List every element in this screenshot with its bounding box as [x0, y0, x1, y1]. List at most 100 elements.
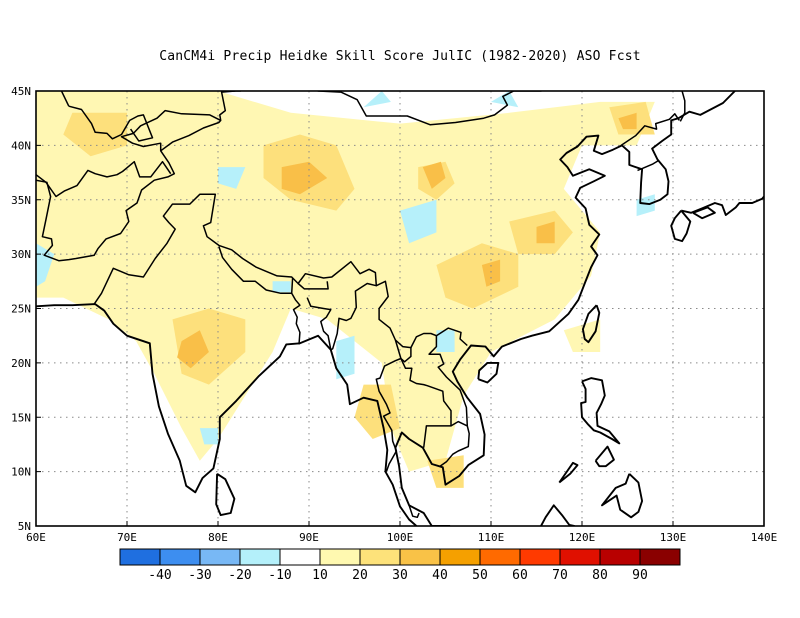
colorbar-label: -30 [188, 568, 211, 583]
map-title: CanCM4i Precip Heidke Skill Score JulIC … [159, 49, 641, 64]
country-border [394, 339, 412, 363]
colorbar-swatch [439, 548, 481, 566]
colorbar-swatch [519, 548, 561, 566]
coastline [477, 361, 500, 384]
colorbar-swatch [159, 548, 201, 566]
grid-lines [36, 91, 764, 526]
skill-region-neg [218, 167, 246, 189]
lon-tick-label: 80E [208, 531, 228, 544]
country-border [68, 105, 154, 142]
lat-tick-label: 35N [11, 194, 31, 207]
colorbar-label: 90 [632, 568, 648, 583]
lon-tick-label: 120E [569, 531, 596, 544]
country-outlines [36, 91, 764, 526]
colorbar-swatch [639, 548, 681, 566]
colorbar-label: 20 [352, 568, 368, 583]
lon-tick-label: 90E [299, 531, 319, 544]
lat-tick-label: 15N [11, 411, 31, 424]
axis-labels: 60E 70E 80E 90E 100E 110E 120E 130E 140E 5N 10N 15N… [11, 85, 777, 544]
skill-region-pos3 [422, 161, 446, 189]
lon-tick-label: 60E [26, 531, 46, 544]
lon-tick-label: 130E [660, 531, 687, 544]
colorbar-swatch [279, 548, 321, 566]
coastline [601, 473, 644, 519]
skill-region-neg [636, 194, 655, 217]
coastline [394, 91, 736, 526]
colorbar-swatch [399, 548, 441, 566]
lon-tick-label: 70E [117, 531, 137, 544]
lat-tick-label: 20N [11, 357, 31, 370]
country-border [679, 91, 686, 122]
country-border [160, 119, 222, 152]
colorbar-swatch [119, 548, 161, 566]
colorbar-swatch [199, 548, 241, 566]
colorbar-label: 10 [312, 568, 328, 583]
lat-tick-label: 30N [11, 248, 31, 261]
lon-tick-label: 140E [751, 531, 778, 544]
country-border [36, 160, 172, 198]
coastline [540, 504, 575, 526]
skill-region-pos2 [436, 243, 519, 309]
lat-tick-label: 10N [11, 466, 31, 479]
colorbar-label: 40 [432, 568, 448, 583]
coastline [580, 377, 621, 445]
colorbar-swatch [239, 548, 281, 566]
country-border [297, 281, 329, 290]
country-border [291, 292, 301, 345]
coastline [36, 303, 418, 526]
colorbar-label: 70 [552, 568, 568, 583]
country-border [408, 505, 420, 519]
lon-tick-label: 110E [478, 531, 505, 544]
country-border [36, 91, 236, 262]
skill-region-neg [199, 428, 218, 445]
skill-region-pos3 [281, 161, 328, 195]
colorbar-swatch [599, 548, 641, 566]
colorbar-swatch [479, 548, 521, 566]
colorbar: -40 -30 -20 -10 10 20 30 40 50 60 70 80 90 [119, 548, 681, 583]
colorbar-swatch [359, 548, 401, 566]
coastline [558, 461, 579, 484]
country-border [317, 91, 542, 126]
colorbar-label: 80 [592, 568, 608, 583]
skill-region-neg [436, 330, 455, 352]
colorbar-swatch [559, 548, 601, 566]
country-border [60, 91, 70, 107]
coastline [670, 209, 692, 243]
coastline [594, 445, 615, 468]
country-border [620, 113, 680, 147]
country-border [428, 335, 469, 426]
country-border [439, 420, 470, 467]
country-border [218, 246, 294, 295]
skill-region-neg [272, 281, 291, 293]
lat-tick-label: 40N [11, 139, 31, 152]
country-border [306, 297, 332, 350]
skill-region-neg [363, 91, 391, 108]
coastline [692, 206, 716, 220]
skill-region-pos3 [536, 221, 555, 244]
skill-region-pos3 [618, 112, 637, 130]
skill-region-neg [400, 199, 437, 244]
skill-region-pos3 [177, 330, 209, 369]
colorbar-label: 60 [512, 568, 528, 583]
skill-score-shading [36, 91, 655, 488]
lat-tick-label: 45N [11, 85, 31, 98]
colorbar-label: 30 [392, 568, 408, 583]
skill-region-neg [336, 335, 355, 380]
country-border [637, 159, 659, 172]
coastline [581, 304, 601, 344]
colorbar-label: -10 [268, 568, 291, 583]
skill-region-pos3 [481, 259, 501, 287]
lon-tick-label: 100E [387, 531, 414, 544]
country-border [375, 357, 402, 472]
colorbar-label: 50 [472, 568, 488, 583]
lat-tick-label: 5N [18, 520, 31, 533]
coastline [215, 473, 236, 517]
skill-region-pos1 [563, 319, 601, 352]
colorbar-label: -40 [148, 568, 171, 583]
lat-tick-label: 25N [11, 303, 31, 316]
colorbar-label: -20 [228, 568, 251, 583]
colorbar-swatch [319, 548, 361, 566]
country-border [93, 193, 378, 351]
skill-region-pos1 [36, 91, 655, 472]
